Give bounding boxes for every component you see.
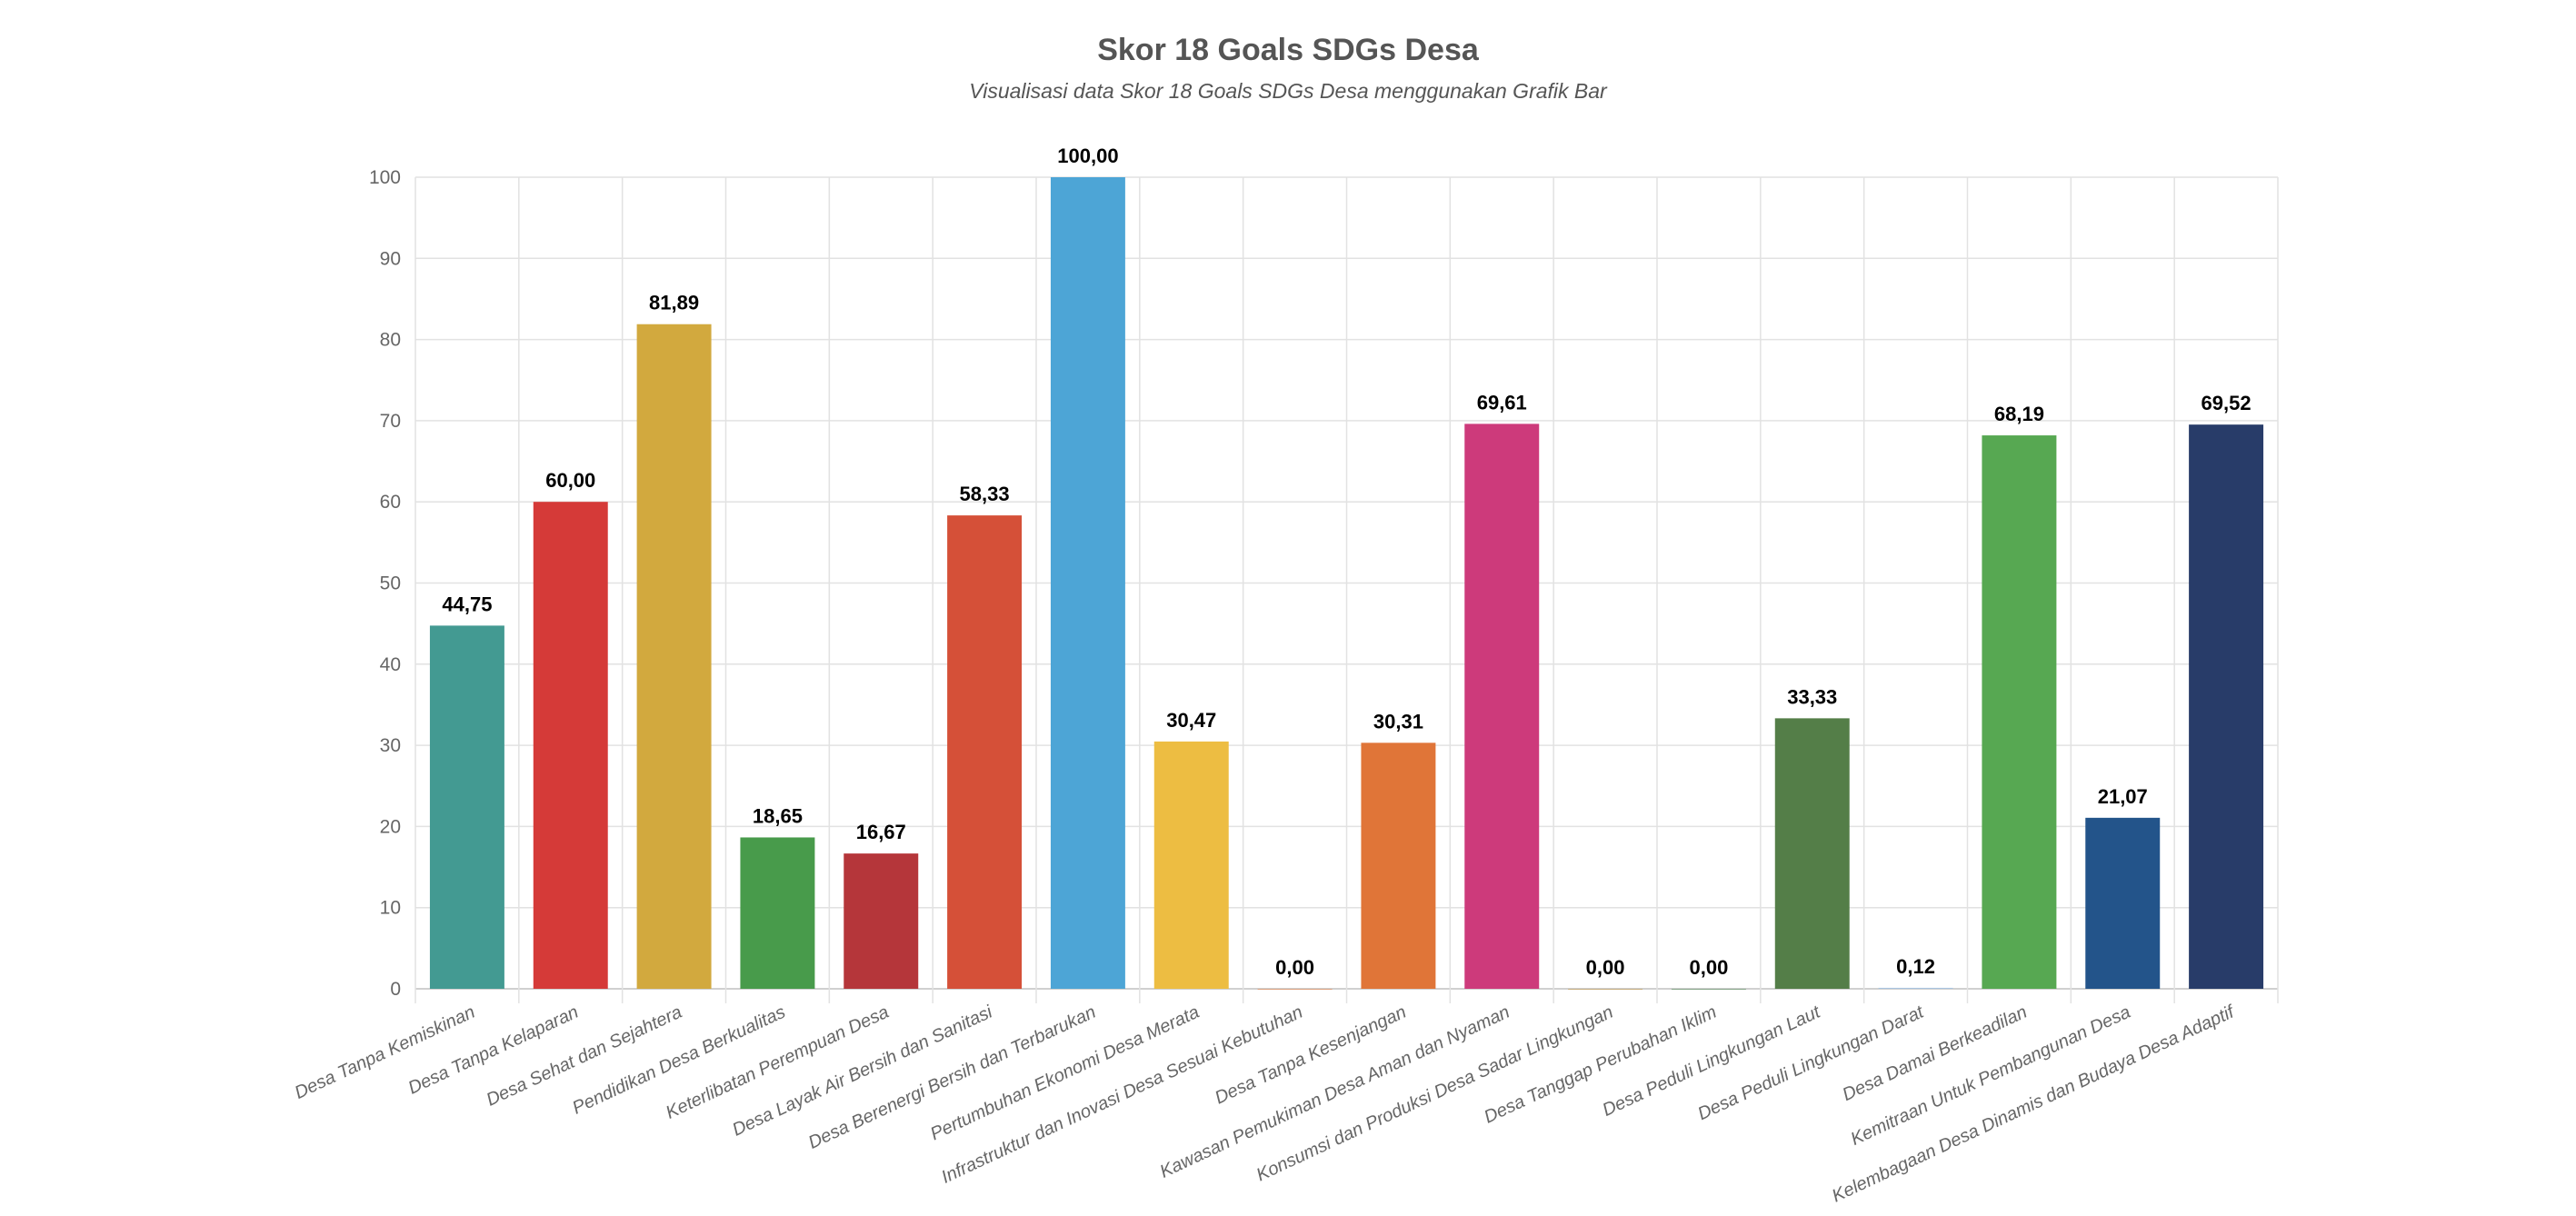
bar xyxy=(2189,424,2264,989)
bar xyxy=(1982,435,2057,989)
data-label: 30,47 xyxy=(1166,709,1216,732)
x-tick-label: Desa Tanpa Kemiskinan xyxy=(292,1002,478,1103)
data-label: 69,52 xyxy=(2202,392,2252,414)
y-tick-label: 90 xyxy=(380,248,401,269)
data-label: 68,19 xyxy=(1994,403,2044,425)
data-label: 0,12 xyxy=(1896,955,1935,978)
data-label: 0,00 xyxy=(1275,956,1314,979)
bar xyxy=(1050,177,1125,989)
bar xyxy=(947,515,1023,989)
y-tick-label: 70 xyxy=(380,411,401,432)
y-tick-label: 10 xyxy=(380,898,401,919)
bar xyxy=(1361,743,1436,989)
y-tick-label: 60 xyxy=(380,492,401,513)
grid xyxy=(414,176,2279,1003)
data-label: 60,00 xyxy=(545,469,595,492)
y-axis: 0 10 20 30 40 50 60 70 80 90 100 xyxy=(369,167,401,1000)
y-tick-label: 20 xyxy=(380,816,401,837)
data-label: 100,00 xyxy=(1057,145,1118,167)
data-label: 0,00 xyxy=(1586,956,1625,979)
bar xyxy=(1774,718,1850,989)
y-tick-label: 100 xyxy=(369,167,401,188)
data-label: 16,67 xyxy=(856,821,906,843)
bar xyxy=(2085,817,2161,989)
y-tick-label: 30 xyxy=(380,735,401,756)
data-label: 33,33 xyxy=(1787,685,1837,708)
bar xyxy=(1153,741,1229,989)
data-label: 69,61 xyxy=(1477,391,1527,414)
chart-subtitle: Visualisasi data Skor 18 Goals SDGs Desa… xyxy=(969,79,1608,103)
bar xyxy=(844,853,919,989)
y-tick-label: 0 xyxy=(390,979,401,1000)
y-tick-label: 50 xyxy=(380,573,401,594)
bar xyxy=(1671,989,1746,990)
bar xyxy=(533,502,608,989)
chart-title: Skor 18 Goals SDGs Desa xyxy=(1097,33,1480,67)
data-label: 58,33 xyxy=(960,483,1010,505)
data-label: 81,89 xyxy=(649,292,699,314)
bar xyxy=(1568,989,1643,990)
bars xyxy=(429,177,2264,990)
data-label: 18,65 xyxy=(753,804,803,827)
data-label: 44,75 xyxy=(442,593,492,615)
bar xyxy=(1464,424,1540,989)
bar xyxy=(740,837,815,989)
y-tick-label: 40 xyxy=(380,654,401,675)
x-tick-label: Desa Damai Berkeadilan xyxy=(1840,1002,2031,1105)
data-label: 0,00 xyxy=(1690,956,1729,979)
bar xyxy=(429,625,504,989)
data-label: 30,31 xyxy=(1373,710,1423,733)
bar xyxy=(1878,987,1953,989)
x-tick-label: Desa Tanpa Kelaparan xyxy=(405,1002,582,1099)
bar xyxy=(1257,989,1333,990)
data-labels: 44,75 60,00 81,89 18,65 16,67 58,33 100,00 30,4… xyxy=(442,145,2251,979)
data-label: 21,07 xyxy=(2098,785,2148,808)
bar xyxy=(636,324,712,989)
y-tick-label: 80 xyxy=(380,330,401,351)
